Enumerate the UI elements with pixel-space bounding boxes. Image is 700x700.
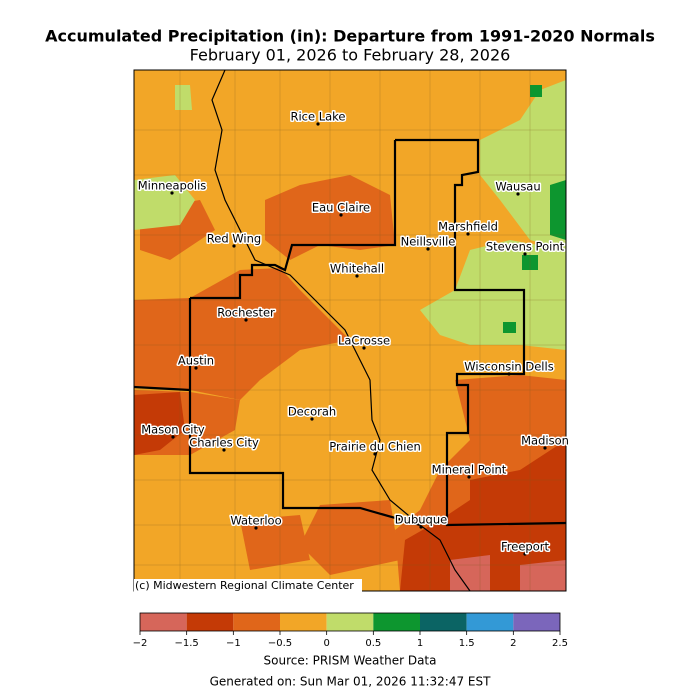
colorbar-tick-label: −2 (133, 638, 148, 649)
colorbar-bin (233, 613, 280, 631)
city-dot (516, 192, 520, 196)
city-dot (194, 366, 198, 370)
colorbar-tick-label: 0 (323, 638, 329, 649)
city-label: Charles City (189, 436, 259, 450)
city-label: Rochester (217, 306, 275, 320)
city-dot (373, 452, 377, 456)
city-dot (316, 122, 320, 126)
colorbar-tick-label: −0.5 (268, 638, 292, 649)
colorbar-bin (373, 613, 420, 631)
city-dot (466, 232, 470, 236)
city-label: Whitehall (330, 262, 384, 276)
city-dot (232, 244, 236, 248)
colorbar-tick-label: 2.5 (552, 638, 568, 649)
colorbar-bin (420, 613, 467, 631)
colorbar-tick-label: 1 (417, 638, 423, 649)
city-label: Prairie du Chien (329, 440, 420, 454)
city-label: Rice Lake (290, 110, 345, 124)
city-label: Freeport (501, 540, 549, 554)
colorbar-bin (513, 613, 560, 631)
colorbar-tick-label: 0.5 (365, 638, 381, 649)
colorbar-bin (186, 613, 234, 631)
city-dot (355, 274, 359, 278)
generated: Generated on: Sun Mar 01, 2026 11:32:47 … (210, 675, 492, 689)
city-dot (244, 318, 248, 322)
city-dot (467, 475, 471, 479)
city-label: Stevens Point (486, 240, 565, 254)
source: Source: PRISM Weather Data (264, 654, 437, 668)
city-dot (419, 525, 423, 529)
city-dot (171, 435, 175, 439)
city-dot (170, 191, 174, 195)
city-dot (523, 252, 527, 256)
subtitle: February 01, 2026 to February 28, 2026 (190, 46, 511, 65)
colorbar-tick-label: 2 (510, 638, 516, 649)
city-label: Dubuque (395, 513, 447, 527)
city-label: Minneapolis (138, 179, 207, 193)
colorbar-bin (280, 613, 327, 631)
colorbar-tick-label: 1.5 (459, 638, 475, 649)
city-label: Red Wing (207, 232, 261, 246)
city-dot (310, 417, 314, 421)
city-label: Austin (178, 354, 214, 368)
colorbar: −2 −1.5 −1 −0.5 0 0.5 1 1.5 2 2.5 (133, 612, 568, 649)
colorbar-tick-label: −1.5 (175, 638, 199, 649)
colorbar-tick-label: −1 (226, 638, 241, 649)
city-dot (339, 213, 343, 217)
city-label: Decorah (288, 405, 336, 419)
map-credit: (c) Midwestern Regional Climate Center (135, 579, 354, 592)
map: (c) Midwestern Regional Climate Center R… (133, 69, 570, 592)
city-dot (362, 346, 366, 350)
colorbar-bin (466, 613, 514, 631)
city-label: Neillsville (401, 235, 456, 249)
city-label: Wausau (495, 180, 540, 194)
city-label: LaCrosse (338, 334, 390, 348)
city-dot (254, 526, 258, 530)
city-label: Mineral Point (432, 463, 507, 477)
city-dot (543, 446, 547, 450)
city-label: Madison (521, 434, 569, 448)
colorbar-frame (139, 612, 561, 632)
title: Accumulated Precipitation (in): Departur… (45, 27, 655, 46)
city-dot (222, 448, 226, 452)
city-dot (426, 247, 430, 251)
city-label: Waterloo (230, 514, 281, 528)
city-label: Marshfield (438, 220, 498, 234)
colorbar-bin (140, 613, 187, 631)
city-dot (523, 552, 527, 556)
city-label: Wisconsin Dells (464, 360, 553, 374)
city-label: Eau Claire (312, 201, 370, 215)
city-label: Mason City (141, 423, 205, 437)
colorbar-bin (326, 613, 374, 631)
city-dot (507, 372, 511, 376)
